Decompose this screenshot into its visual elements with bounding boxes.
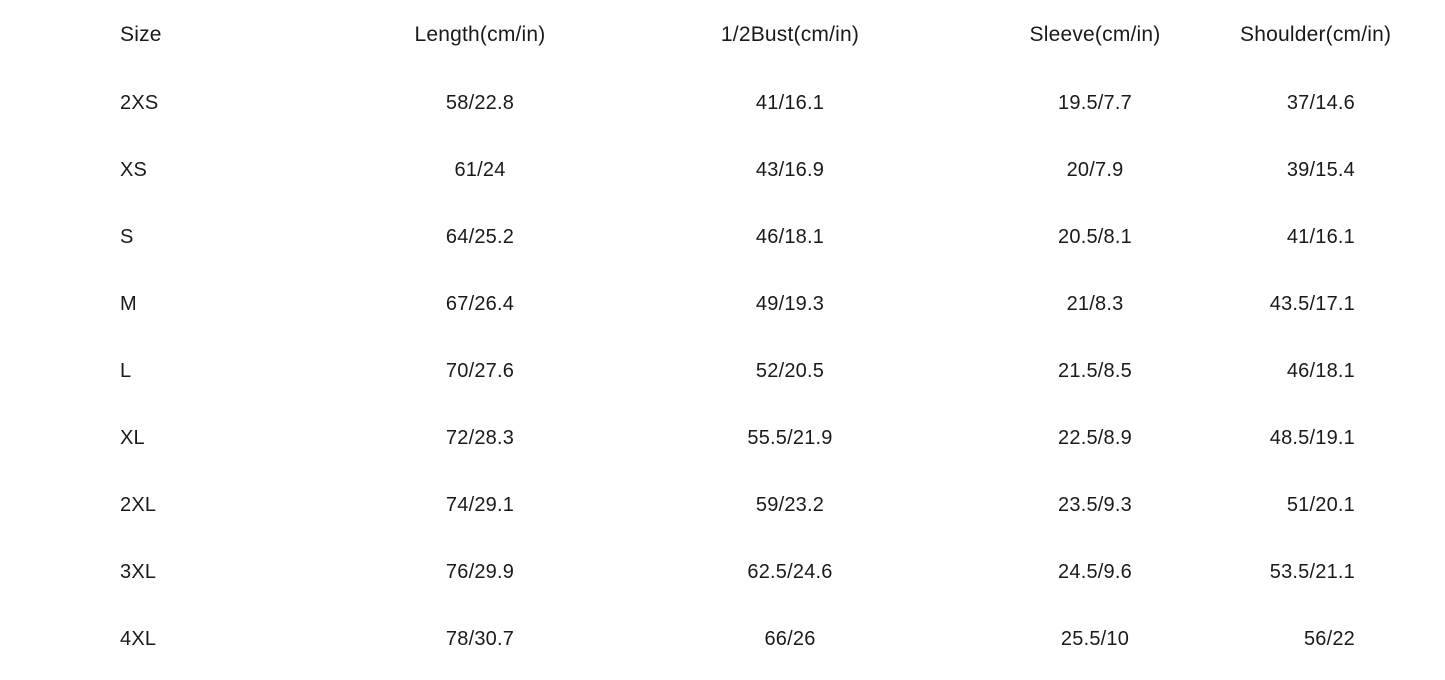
cell-length: 61/24	[330, 159, 630, 182]
cell-size: S	[100, 226, 330, 249]
cell-sleeve: 25.5/10	[950, 628, 1240, 651]
cell-shoulder: 43.5/17.1	[1240, 293, 1365, 316]
col-header-shoulder: Shoulder(cm/in)	[1240, 23, 1401, 47]
table-row: XS 61/24 43/16.9 20/7.9 39/15.4	[100, 137, 1365, 204]
cell-shoulder: 53.5/21.1	[1240, 561, 1365, 584]
cell-bust: 62.5/24.6	[630, 561, 950, 584]
cell-sleeve: 20/7.9	[950, 159, 1240, 182]
cell-length: 76/29.9	[330, 561, 630, 584]
cell-shoulder: 51/20.1	[1240, 494, 1365, 517]
col-header-bust: 1/2Bust(cm/in)	[630, 23, 950, 47]
cell-bust: 43/16.9	[630, 159, 950, 182]
cell-bust: 59/23.2	[630, 494, 950, 517]
table-row: XL 72/28.3 55.5/21.9 22.5/8.9 48.5/19.1	[100, 405, 1365, 472]
cell-length: 67/26.4	[330, 293, 630, 316]
col-header-sleeve: Sleeve(cm/in)	[950, 23, 1240, 47]
cell-length: 72/28.3	[330, 427, 630, 450]
cell-sleeve: 21.5/8.5	[950, 360, 1240, 383]
cell-sleeve: 19.5/7.7	[950, 92, 1240, 115]
table-row: 4XL 78/30.7 66/26 25.5/10 56/22	[100, 606, 1365, 673]
cell-bust: 66/26	[630, 628, 950, 651]
cell-sleeve: 20.5/8.1	[950, 226, 1240, 249]
table-row: 2XS 58/22.8 41/16.1 19.5/7.7 37/14.6	[100, 70, 1365, 137]
size-chart-table: Size Length(cm/in) 1/2Bust(cm/in) Sleeve…	[0, 0, 1445, 673]
table-row: L 70/27.6 52/20.5 21.5/8.5 46/18.1	[100, 338, 1365, 405]
col-header-length: Length(cm/in)	[330, 23, 630, 47]
cell-size: 4XL	[100, 628, 330, 651]
cell-bust: 55.5/21.9	[630, 427, 950, 450]
cell-shoulder: 39/15.4	[1240, 159, 1365, 182]
table-row: 3XL 76/29.9 62.5/24.6 24.5/9.6 53.5/21.1	[100, 539, 1365, 606]
cell-size: XL	[100, 427, 330, 450]
cell-size: M	[100, 293, 330, 316]
cell-bust: 46/18.1	[630, 226, 950, 249]
table-header-row: Size Length(cm/in) 1/2Bust(cm/in) Sleeve…	[100, 0, 1365, 70]
cell-length: 58/22.8	[330, 92, 630, 115]
table-row: S 64/25.2 46/18.1 20.5/8.1 41/16.1	[100, 204, 1365, 271]
cell-sleeve: 21/8.3	[950, 293, 1240, 316]
cell-size: 2XS	[100, 92, 330, 115]
cell-shoulder: 37/14.6	[1240, 92, 1365, 115]
table-row: M 67/26.4 49/19.3 21/8.3 43.5/17.1	[100, 271, 1365, 338]
table-row: 2XL 74/29.1 59/23.2 23.5/9.3 51/20.1	[100, 472, 1365, 539]
cell-sleeve: 24.5/9.6	[950, 561, 1240, 584]
cell-sleeve: 23.5/9.3	[950, 494, 1240, 517]
cell-shoulder: 56/22	[1240, 628, 1365, 651]
cell-size: XS	[100, 159, 330, 182]
cell-length: 64/25.2	[330, 226, 630, 249]
cell-bust: 49/19.3	[630, 293, 950, 316]
cell-shoulder: 41/16.1	[1240, 226, 1365, 249]
cell-shoulder: 48.5/19.1	[1240, 427, 1365, 450]
cell-size: 2XL	[100, 494, 330, 517]
cell-bust: 52/20.5	[630, 360, 950, 383]
cell-size: L	[100, 360, 330, 383]
cell-length: 78/30.7	[330, 628, 630, 651]
cell-bust: 41/16.1	[630, 92, 950, 115]
cell-length: 74/29.1	[330, 494, 630, 517]
cell-length: 70/27.6	[330, 360, 630, 383]
cell-size: 3XL	[100, 561, 330, 584]
cell-shoulder: 46/18.1	[1240, 360, 1365, 383]
col-header-size: Size	[100, 23, 330, 47]
cell-sleeve: 22.5/8.9	[950, 427, 1240, 450]
